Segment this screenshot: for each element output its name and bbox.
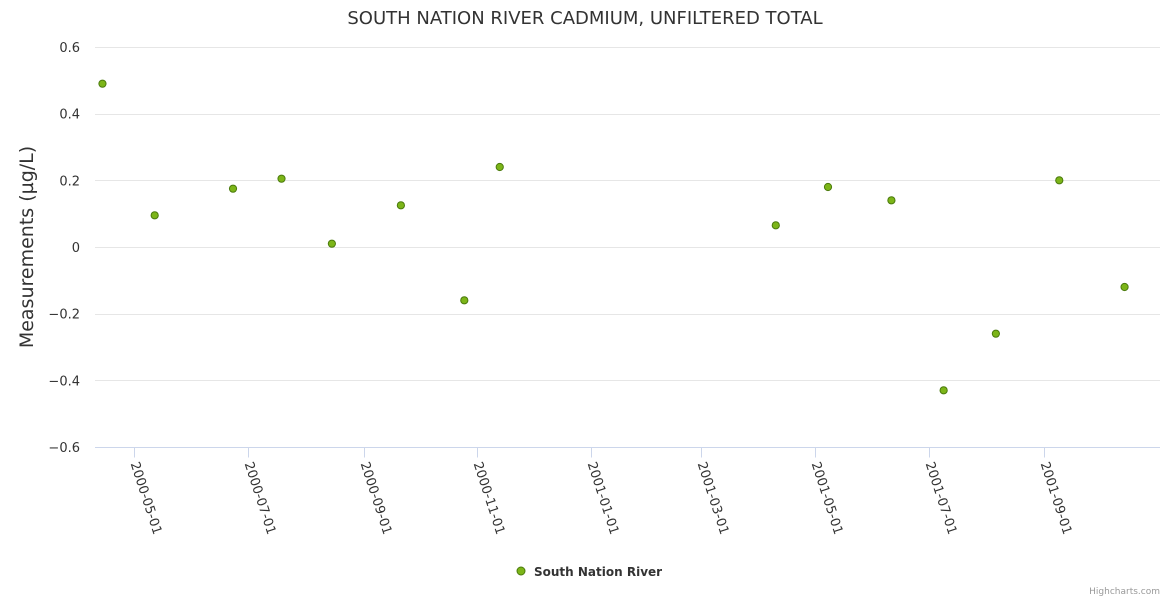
y-tick-label: 0.2 xyxy=(59,174,80,189)
y-tick-label: −0.4 xyxy=(48,374,80,389)
y-axis-title: Measurements (µg/L) xyxy=(16,146,38,348)
data-point[interactable] xyxy=(460,296,469,305)
data-point[interactable] xyxy=(98,79,107,88)
data-point[interactable] xyxy=(396,201,405,210)
legend[interactable]: South Nation River xyxy=(516,565,662,579)
data-point[interactable] xyxy=(277,174,286,183)
credits-link[interactable]: Highcharts.com xyxy=(1089,587,1160,597)
data-point[interactable] xyxy=(1055,176,1064,185)
data-point[interactable] xyxy=(495,162,504,172)
data-point[interactable] xyxy=(228,184,238,193)
data-point[interactable] xyxy=(771,221,780,230)
data-point[interactable] xyxy=(991,329,1000,338)
grid-lines xyxy=(95,47,1160,381)
legend-label[interactable]: South Nation River xyxy=(534,565,662,579)
y-tick-label: −0.6 xyxy=(48,441,80,456)
legend-marker[interactable] xyxy=(516,566,526,576)
y-axis-ticks: −0.6 −0.4 −0.2 0 0.2 0.4 0.6 xyxy=(48,41,80,456)
y-tick-label: −0.2 xyxy=(48,308,80,323)
y-tick-label: 0.6 xyxy=(59,41,80,56)
data-point[interactable] xyxy=(887,196,896,205)
data-point[interactable] xyxy=(1120,282,1129,292)
series-points xyxy=(98,79,1129,395)
y-tick-label: 0.4 xyxy=(59,108,80,123)
chart-title: SOUTH NATION RIVER CADMIUM, UNFILTERED T… xyxy=(347,8,822,29)
data-point[interactable] xyxy=(823,182,833,192)
data-point[interactable] xyxy=(939,386,948,395)
y-tick-label: 0 xyxy=(72,241,80,256)
data-point[interactable] xyxy=(150,211,159,220)
data-point[interactable] xyxy=(327,239,336,248)
